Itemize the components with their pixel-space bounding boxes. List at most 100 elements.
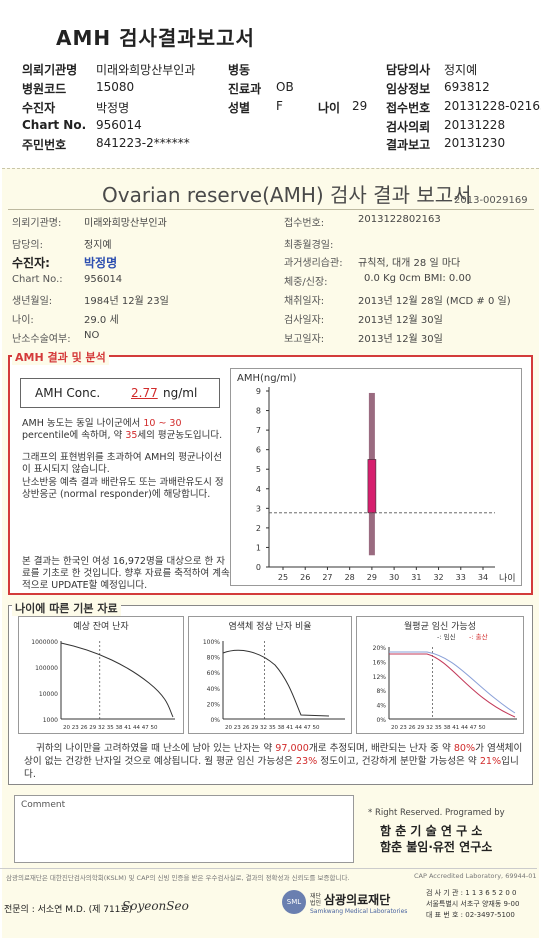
- label-result-report: 결과보고: [386, 138, 431, 152]
- info-label: 검사일자:: [284, 315, 325, 326]
- amh-chart-ylabel: AMH(ng/ml): [237, 373, 296, 384]
- value-department: OB: [276, 80, 294, 94]
- org-name: 삼광의료재단: [324, 893, 391, 907]
- value-resident-no: 841223-2******: [96, 136, 190, 150]
- mini1-y-tick-label: 100000: [35, 665, 58, 672]
- info-label: 접수번호:: [284, 218, 325, 229]
- label-test-request: 검사의뢰: [386, 120, 431, 134]
- amh-chart-frame: AMH(ng/ml) 0 1 2 3 4 5 6 7 8 9 25 26 27 28 29 30 31 32 33 34…: [230, 368, 522, 586]
- p1-text: AMH 농도는 동일 나이군에서: [22, 418, 141, 429]
- info-report-date: 보고일자: 2013년 12월 30일: [284, 330, 443, 345]
- amh-chart-x-tick-label: 26: [300, 573, 310, 582]
- label-patient: 수진자: [22, 101, 56, 115]
- org-name-en: Samkwang Medical Laboratories: [310, 908, 408, 915]
- amh-conc-label: AMH Conc.: [35, 386, 101, 400]
- printed-header: AMH 검사결과보고서 의뢰기관명 미래와희망산부인과 병동 담당의사 정지예 …: [0, 0, 541, 168]
- mini3-y-tick-label: 4%: [376, 703, 386, 710]
- mini2-title: 염색체 정상 난자 비율: [228, 621, 311, 632]
- value-patient: 박정명: [96, 101, 130, 115]
- amh-disclaimer: 본 결과는 한국인 여성 16,972명을 대상으로 한 자료를 기초로 한 것…: [22, 556, 230, 591]
- summary-text: 귀하의 나이만을 고려하였을 때 난소에 남아 있는 난자는 약: [36, 743, 273, 754]
- info-birthdate: 생년월일: 1984년 12월 23일: [12, 292, 169, 307]
- info-value: 2013년 12월 30일: [358, 334, 443, 345]
- info-label: Chart No.:: [12, 274, 63, 285]
- chart-pregnancy: -: 임신 -: 출산 월평균 임신 가능성 20% 16% 12% 8% 4% 0% 20 23…: [356, 616, 524, 734]
- mini1-curve: [60, 642, 174, 718]
- value-age: 29: [352, 99, 368, 113]
- footer-note: 삼광의료재단은 대한진단검사의학회(KSLM) 및 CAP의 신빙 인증을 받은…: [6, 874, 350, 882]
- info-value: 956014: [84, 274, 123, 285]
- info-label: 보고일자:: [284, 334, 325, 345]
- info-doctor: 담당의: 정지예: [12, 236, 112, 251]
- age-section-title: 나이에 따른 기본 자료: [12, 600, 121, 616]
- mini3-legend-1: -: 임신: [437, 632, 456, 641]
- info-weight-height: 체중/신장: 0.0 Kg 0cm BMI: 0.00: [284, 273, 471, 288]
- amh-chart-x-tick-label: 29: [367, 573, 377, 582]
- summary-eggs: 97,000: [275, 743, 309, 754]
- mini3-title: 월평균 임신 가능성: [404, 620, 476, 632]
- info-patient: 수진자: 박정명: [12, 254, 117, 271]
- amh-chart-y-tick-label: 4: [256, 485, 261, 494]
- p1-age: 35: [125, 430, 138, 441]
- footer-doctor: 전문의 : 서소연 M.D. (제 711호): [4, 905, 133, 915]
- amh-conc-box: AMH Conc. 2.77 ng/ml: [20, 378, 220, 408]
- p1-range: 10 ~ 30: [143, 418, 182, 429]
- value-chart-no: 956014: [96, 118, 142, 132]
- label-department: 진료과: [228, 82, 262, 96]
- header-row-5: 주민번호 841223-2****** 결과보고 20131230: [22, 136, 505, 153]
- amh-chart-y-tick-label: 7: [256, 426, 261, 435]
- mini2-y-tick-label: 40%: [207, 686, 221, 693]
- mini3-y-tick-label: 0%: [376, 717, 386, 724]
- page-title: AMH 검사결과보고서: [56, 26, 255, 50]
- mini2-x-tick-labels: 20 23 26 29 32 35 38 41 44 47 50: [225, 725, 320, 731]
- info-label: 체중/신장:: [284, 277, 328, 288]
- amh-chart-y-tick-label: 6: [256, 446, 261, 455]
- mini3-x-tick-labels: 20 23 26 29 32 35 38 41 44 47 50: [391, 725, 486, 731]
- amh-iqr-bar: [367, 459, 377, 514]
- label-clinical-info: 임상정보: [386, 82, 431, 96]
- info-value: 29.0 세: [84, 315, 119, 326]
- mini1-y-tick-label: 1000: [43, 717, 58, 724]
- mini3-y-tick-label: 8%: [376, 688, 386, 695]
- footer-addr3: 대 표 번 호 : 02-3497-5100: [426, 911, 515, 919]
- p1-text-3: 세의 평균농도입니다.: [137, 430, 223, 441]
- summary-preg: 23%: [295, 756, 318, 767]
- mini1-title: 예상 잔여 난자: [73, 620, 129, 632]
- info-label: 생년월일:: [12, 296, 53, 307]
- info-value: 1984년 12월 23일: [84, 296, 169, 307]
- lab-logo: SML: [282, 890, 306, 914]
- info-age: 나이: 29.0 세: [12, 311, 119, 326]
- amh-chart-y-tick-label: 0: [256, 563, 261, 572]
- info-label: 난소수술여부:: [12, 334, 71, 345]
- label-receipt-no: 접수번호: [386, 101, 431, 115]
- info-value: NO: [84, 330, 100, 341]
- amh-chart-x-tick-label: 25: [278, 573, 288, 582]
- amh-chart-x-tick-label: 33: [456, 573, 466, 582]
- summary-text: 건강하게 분만할 가능성은 약: [361, 756, 477, 767]
- label-institution: 의뢰기관명: [22, 63, 78, 77]
- amh-chart-xlabel: 나이: [499, 573, 516, 584]
- label-ward: 병동: [228, 63, 251, 77]
- summary-text: 가 염색체이상이 없는 건강한 난자일 것으로 예상됩니다. 월 평균 임신 가…: [24, 743, 523, 767]
- mini2-y-tick-label: 0%: [210, 717, 220, 724]
- info-label: 수진자:: [12, 256, 50, 270]
- rights-line1: * Right Reserved. Programed by: [368, 808, 505, 818]
- label-chart-no: Chart No.: [22, 118, 87, 132]
- mini3-curve-pregnancy: [389, 651, 516, 714]
- mini2-y-tick-label: 80%: [207, 655, 221, 662]
- mini2-y-tick-label: 20%: [207, 701, 221, 708]
- chart-remaining-eggs: 예상 잔여 난자 1000000 100000 10000 1000 20 23 26 2…: [18, 616, 184, 734]
- chart-remaining-eggs-svg: 예상 잔여 난자 1000000 100000 10000 1000 20 23 26 2…: [31, 620, 175, 731]
- mini1-y-tick-label: 10000: [39, 691, 58, 698]
- amh-chart-x-tick-label: 31: [411, 573, 421, 582]
- label-age: 나이: [318, 101, 341, 115]
- mini2-curve: [222, 649, 330, 717]
- rights-line3: 함춘 불임·유전 연구소: [380, 840, 493, 854]
- org-prefix: 재단법인: [310, 893, 322, 907]
- info-label: 담당의:: [12, 240, 43, 251]
- amh-chart-y-tick-label: 9: [256, 387, 261, 396]
- header-row-4: Chart No. 956014 검사의뢰 20131228: [22, 118, 505, 134]
- footer-cap: CAP Accredited Laboratory, 69944-01: [414, 872, 537, 880]
